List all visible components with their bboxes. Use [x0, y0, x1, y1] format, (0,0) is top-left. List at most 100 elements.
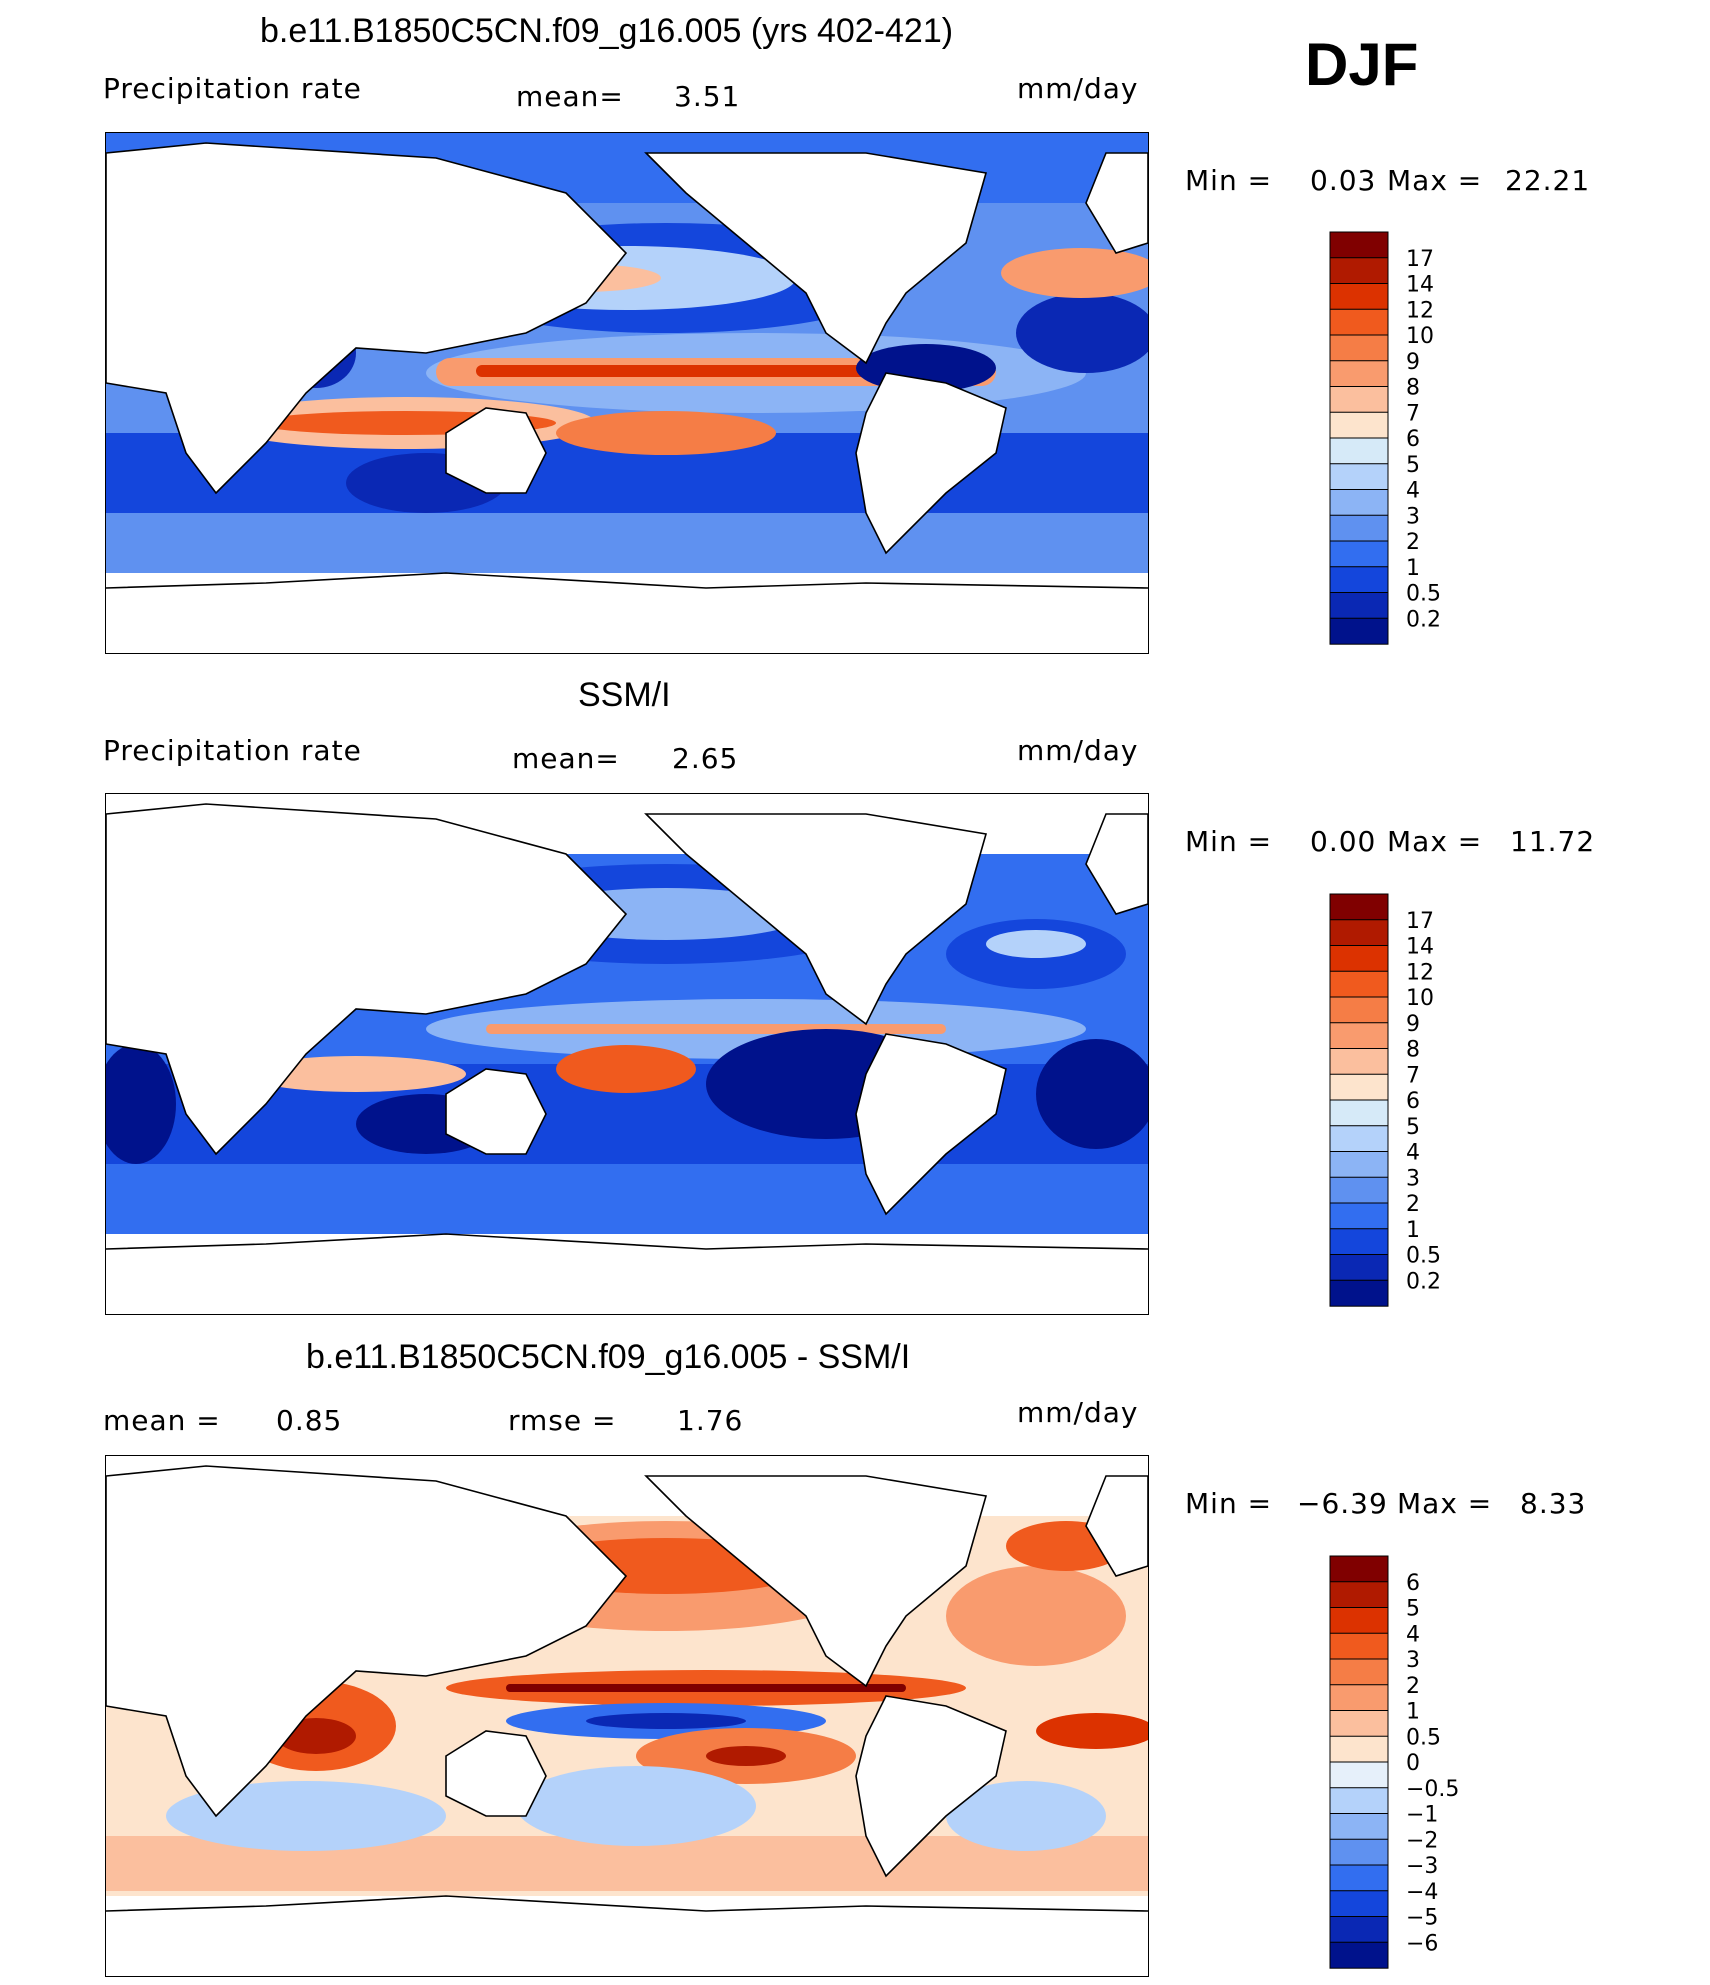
- colorbar-swatch: [1329, 1684, 1389, 1712]
- colorbar-swatch: [1329, 1658, 1389, 1686]
- colorbar-swatch: [1329, 1710, 1389, 1737]
- colorbar-swatch: [1329, 970, 1389, 998]
- colorbar-tick-label: 12: [1406, 960, 1434, 985]
- colorbar-tick-label: 8: [1406, 1038, 1420, 1063]
- panel-1-min-label: Min =: [1185, 164, 1273, 197]
- colorbar-tick-label: −4: [1406, 1880, 1438, 1905]
- panel-2-units: mm/day: [1017, 734, 1139, 767]
- colorbar-tick-label: 14: [1406, 935, 1434, 960]
- colorbar-swatch: [1329, 945, 1389, 972]
- panel-3-units: mm/day: [1017, 1396, 1139, 1429]
- colorbar-tick-label: 2: [1406, 530, 1420, 555]
- colorbar-swatch: [1329, 540, 1389, 568]
- colorbar-swatch: [1329, 1048, 1389, 1075]
- panel-3-min-value: −6.39: [1297, 1487, 1388, 1520]
- colorbar-tick-label: 7: [1406, 1063, 1420, 1088]
- colorbar-swatch: [1329, 463, 1389, 491]
- colorbar-swatch: [1329, 1099, 1389, 1127]
- colorbar-tick-label: 0.5: [1406, 1725, 1441, 1750]
- panel-2-variable-label: Precipitation rate: [103, 734, 362, 767]
- colorbar-swatch: [1329, 1916, 1389, 1943]
- colorbar-tick-label: 8: [1406, 376, 1420, 401]
- panel-3-max-label: Max =: [1397, 1487, 1493, 1520]
- colorbar-tick-label: 0.5: [1406, 1244, 1441, 1269]
- colorbar-tick-label: 17: [1406, 909, 1434, 934]
- colorbar-swatch: [1329, 257, 1389, 285]
- colorbar-tick-label: 0.2: [1406, 607, 1441, 632]
- colorbar-tick-label: 3: [1406, 1648, 1420, 1673]
- panel-2-map-plot: [106, 803, 1148, 1314]
- colorbar-tick-label: 0.5: [1406, 582, 1441, 607]
- colorbar-tick-label: −0.5: [1406, 1777, 1459, 1802]
- colorbar-tick-label: 6: [1406, 1571, 1420, 1596]
- panel-1-max-value: 22.21: [1505, 164, 1591, 197]
- colorbar-swatch: [1329, 1022, 1389, 1050]
- panel-3-max-value: 8.33: [1520, 1487, 1587, 1520]
- colorbar-tick-label: 4: [1406, 1141, 1420, 1166]
- colorbar-swatch: [1329, 1761, 1389, 1789]
- colorbar-tick-label: 6: [1406, 427, 1420, 452]
- colorbar-swatch: [1329, 1073, 1389, 1101]
- panel-1-mean-label: mean=: [516, 80, 624, 113]
- colorbar-swatch: [1329, 1607, 1389, 1634]
- panel-3-rmse-label: rmse =: [508, 1404, 617, 1437]
- panel-3-colorbar: 6 5 4 3 2 1 0.5 0 −0.5 −1 −2 −3 −4 −5 −6: [1329, 1555, 1459, 1969]
- panel-3-mean-value: 0.85: [276, 1404, 343, 1437]
- colorbar-tick-label: −3: [1406, 1854, 1438, 1879]
- colorbar-swatch: [1329, 437, 1389, 465]
- colorbar-tick-label: 9: [1406, 350, 1420, 375]
- colorbar-swatch: [1329, 360, 1389, 388]
- panel-2-map: [105, 793, 1149, 1315]
- colorbar-swatch: [1329, 1581, 1389, 1609]
- colorbar-swatch: [1329, 1864, 1389, 1892]
- colorbar-tick-label: −1: [1406, 1803, 1438, 1828]
- colorbar-swatch: [1329, 996, 1389, 1024]
- panel-1-units: mm/day: [1017, 72, 1139, 105]
- panel-1-mean-value: 3.51: [674, 80, 741, 113]
- colorbar-tick-label: 3: [1406, 504, 1420, 529]
- colorbar-tick-label: 10: [1406, 324, 1434, 349]
- colorbar-tick-label: 2: [1406, 1674, 1420, 1699]
- colorbar-swatch: [1329, 283, 1389, 310]
- colorbar-tick-label: 1: [1406, 556, 1420, 581]
- colorbar-swatch: [1329, 514, 1389, 542]
- colorbar-tick-label: −6: [1406, 1931, 1438, 1956]
- panel-1-min-value: 0.03: [1310, 164, 1377, 197]
- colorbar-swatch: [1329, 1279, 1389, 1307]
- colorbar-tick-label: 5: [1406, 1597, 1420, 1622]
- colorbar-tick-label: 12: [1406, 298, 1434, 323]
- colorbar-swatch: [1329, 489, 1389, 516]
- colorbar-tick-label: 1: [1406, 1218, 1420, 1243]
- panel-1-colorbar: 17 14 12 10 9 8 7 6 5 4 3 2 1 0.5 0.2: [1329, 231, 1441, 645]
- colorbar-tick-label: 10: [1406, 986, 1434, 1011]
- colorbar-swatch: [1329, 1176, 1389, 1204]
- colorbar-swatch: [1329, 1941, 1389, 1969]
- colorbar-swatch: [1329, 1890, 1389, 1918]
- colorbar-tick-label: 1: [1406, 1700, 1420, 1725]
- panel-1-map-plot: [106, 133, 1148, 653]
- panel-2-min-value: 0.00: [1310, 825, 1377, 858]
- colorbar-tick-label: −5: [1406, 1906, 1438, 1931]
- colorbar-swatch: [1329, 1838, 1389, 1866]
- panel-3-title: b.e11.B1850C5CN.f09_g16.005 - SSM/I: [306, 1338, 911, 1376]
- panel-2-mean-value: 2.65: [672, 742, 739, 775]
- colorbar-tick-label: 5: [1406, 1115, 1420, 1140]
- season-label: DJF: [1305, 31, 1419, 98]
- colorbar-swatch: [1329, 1555, 1389, 1583]
- panel-1-variable-label: Precipitation rate: [103, 72, 362, 105]
- colorbar-swatch: [1329, 1813, 1389, 1840]
- colorbar-tick-label: 2: [1406, 1192, 1420, 1217]
- panel-1-title: b.e11.B1850C5CN.f09_g16.005 (yrs 402-421…: [260, 12, 954, 50]
- colorbar-tick-label: 4: [1406, 1622, 1420, 1647]
- colorbar-tick-label: 0.2: [1406, 1269, 1441, 1294]
- panel-3-rmse-value: 1.76: [677, 1404, 744, 1437]
- colorbar-swatch: [1329, 411, 1389, 439]
- colorbar-swatch: [1329, 1787, 1389, 1815]
- panel-3-map-plot: [106, 1465, 1148, 1976]
- colorbar-swatch: [1329, 308, 1389, 336]
- panel-2-max-label: Max =: [1387, 825, 1483, 858]
- colorbar-swatch: [1329, 617, 1389, 645]
